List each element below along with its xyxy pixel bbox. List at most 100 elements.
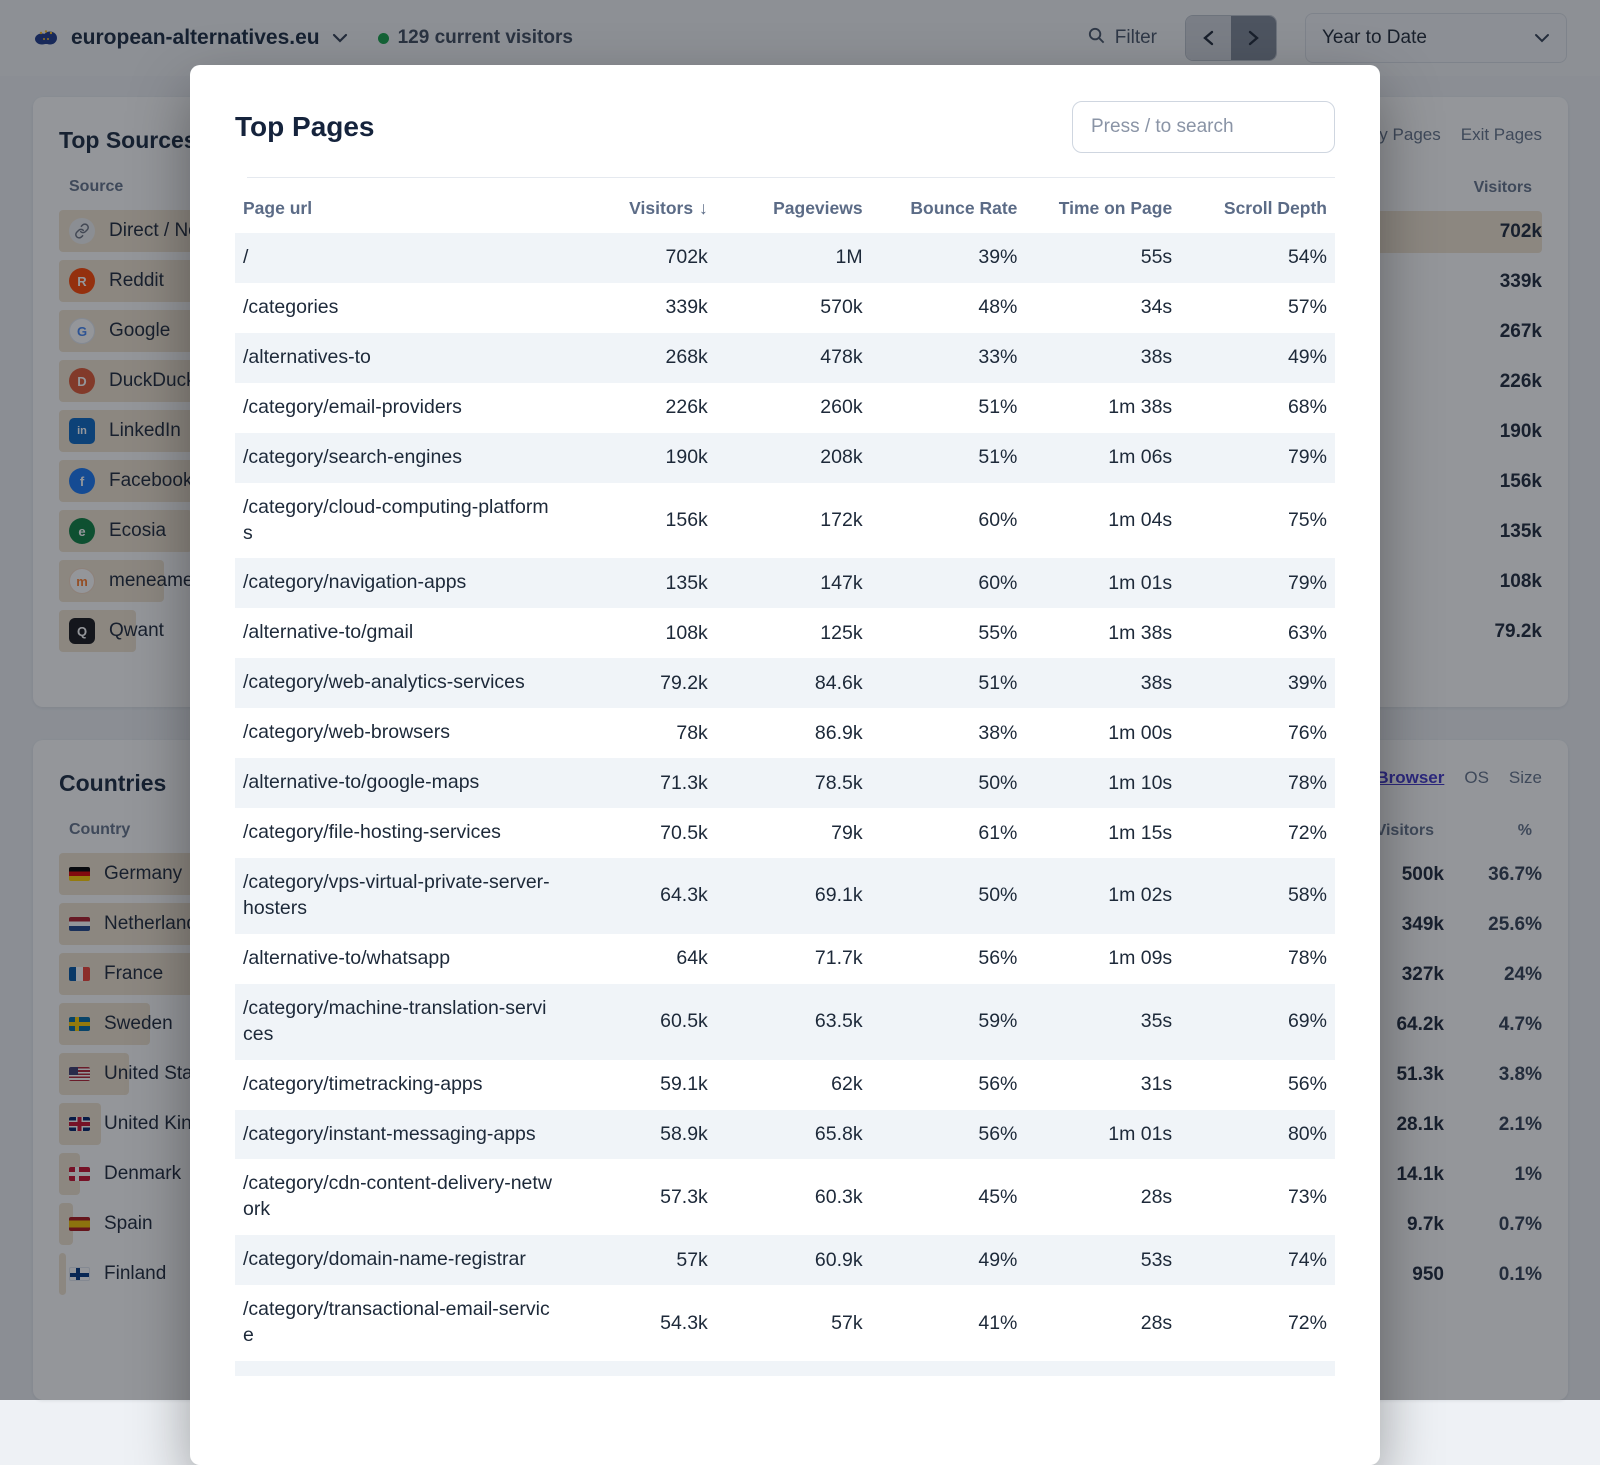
- page-url-link[interactable]: /alternative-to/google-maps: [243, 771, 480, 794]
- current-visitors[interactable]: 129 current visitors: [377, 27, 573, 49]
- filter-button[interactable]: Filter: [1087, 26, 1157, 51]
- visitors-value: 226k: [1499, 371, 1542, 392]
- pages-tab[interactable]: Exit Pages: [1460, 125, 1542, 144]
- col-page-url[interactable]: Page url: [243, 198, 313, 218]
- percent-column-label: %: [1517, 822, 1532, 839]
- page-url-link[interactable]: /category/web-analytics-services: [243, 671, 525, 694]
- card-title: Countries: [59, 770, 167, 796]
- source-icon: e: [69, 518, 95, 544]
- country-label: Denmark: [104, 1163, 182, 1184]
- source-row[interactable]: f Facebook: [59, 456, 759, 506]
- time-on-page-cell: 28s: [1140, 1311, 1173, 1334]
- percent-value: 2.1%: [1498, 1114, 1542, 1135]
- scroll-depth-cell: 73%: [1287, 1185, 1327, 1208]
- device-row[interactable]: 9.7k 0.7%: [826, 1200, 1542, 1250]
- table-row: /alternative-to/google-maps 71.3k 78.5k …: [235, 758, 1335, 809]
- col-visitors[interactable]: Visitors ↓: [629, 198, 708, 218]
- page-url-link[interactable]: /category/search-engines: [243, 445, 462, 468]
- page-url-link[interactable]: /alternatives-to: [243, 345, 371, 368]
- devices-tab[interactable]: Size: [1508, 768, 1542, 787]
- scroll-depth-cell: 57%: [1287, 296, 1327, 319]
- table-row: /category/navigation-apps 135k 147k 60% …: [235, 558, 1335, 609]
- time-on-page-cell: 1m 38s: [1108, 396, 1173, 419]
- pageviews-cell: 62k: [831, 1073, 863, 1096]
- page-url-link[interactable]: /category/cdn-content-delivery-network: [243, 1172, 552, 1221]
- page-url-link[interactable]: /category/navigation-apps: [243, 571, 467, 594]
- col-bounce-rate[interactable]: Bounce Rate: [910, 198, 1018, 218]
- pageviews-cell: 478k: [820, 346, 863, 369]
- devices-tab[interactable]: Browser: [1376, 768, 1445, 787]
- page-url-link[interactable]: /category/transactional-email-service: [243, 1298, 550, 1347]
- visitors-value: 500k: [1401, 864, 1444, 885]
- source-label: Google: [109, 320, 171, 341]
- country-row[interactable]: Finland: [59, 1249, 759, 1299]
- time-on-page-cell: 1m 01s: [1108, 571, 1173, 594]
- device-row[interactable]: 28.1k 2.1%: [826, 1100, 1542, 1150]
- visitors-cell: 71.3k: [660, 771, 708, 794]
- col-time-on-page[interactable]: Time on Page: [1058, 198, 1173, 218]
- device-row[interactable]: 14.1k 1%: [826, 1150, 1542, 1200]
- column-header: Country: [59, 821, 759, 839]
- visitors-value: 79.2k: [1494, 621, 1542, 642]
- page-url-link[interactable]: /category/email-providers: [243, 395, 462, 418]
- page-url-link[interactable]: /category/instant-messaging-apps: [243, 1122, 536, 1145]
- visitors-cell: 64k: [676, 947, 708, 970]
- device-row[interactable]: 327k 24%: [826, 950, 1542, 1000]
- country-row[interactable]: Spain: [59, 1199, 759, 1249]
- page-url-link[interactable]: /category/domain-name-registrar: [243, 1248, 526, 1271]
- country-flag-icon: [69, 1267, 90, 1281]
- device-row[interactable]: 950 0.1%: [826, 1250, 1542, 1300]
- next-row-partial: [235, 1361, 1335, 1377]
- pageviews-cell: 84.6k: [814, 671, 863, 694]
- visitors-value: 349k: [1401, 914, 1444, 935]
- prev-period-button[interactable]: [1186, 16, 1231, 60]
- modal-search-input[interactable]: [1072, 101, 1335, 153]
- page-url-link[interactable]: /category/cloud-computing-platforms: [243, 495, 549, 544]
- page-url-link[interactable]: /category/machine-translation-services: [243, 996, 547, 1045]
- page-url-link[interactable]: /alternative-to/gmail: [243, 621, 414, 644]
- scroll-depth-cell: 79%: [1287, 571, 1327, 594]
- device-row[interactable]: 51.3k 3.8%: [826, 1050, 1542, 1100]
- pageviews-cell: 1M: [835, 246, 863, 269]
- next-period-button[interactable]: [1231, 16, 1276, 60]
- visitors-cell: 156k: [665, 509, 708, 532]
- device-row[interactable]: 349k 25.6%: [826, 900, 1542, 950]
- scroll-depth-cell: 78%: [1287, 771, 1327, 794]
- col-pageviews[interactable]: Pageviews: [773, 198, 863, 218]
- current-visitors-label: 129 current visitors: [397, 27, 573, 48]
- source-row[interactable]: Q Qwant: [59, 606, 759, 656]
- bounce-rate-cell: 61%: [978, 821, 1018, 844]
- time-on-page-cell: 38s: [1140, 671, 1173, 694]
- page-url-link[interactable]: /category/web-browsers: [243, 721, 450, 744]
- date-range-select[interactable]: Year to Date: [1305, 13, 1567, 63]
- scroll-depth-cell: 74%: [1287, 1248, 1327, 1271]
- device-row[interactable]: 500k 36.7%: [826, 850, 1542, 900]
- source-icon: R: [69, 268, 95, 294]
- visitors-value: 135k: [1499, 521, 1542, 542]
- site-switcher[interactable]: european-alternatives.eu: [33, 26, 348, 51]
- time-on-page-cell: 55s: [1140, 246, 1173, 269]
- page-url-link[interactable]: /category/vps-virtual-private-server-hos…: [243, 870, 550, 919]
- source-row[interactable]: e Ecosia: [59, 506, 759, 556]
- pageviews-cell: 79k: [831, 821, 863, 844]
- source-icon: G: [69, 318, 95, 344]
- column-header: Visitors: [826, 179, 1542, 197]
- country-row[interactable]: Denmark: [59, 1149, 759, 1199]
- bounce-rate-cell: 56%: [978, 1073, 1018, 1096]
- country-row[interactable]: United States: [59, 1049, 759, 1099]
- source-icon: f: [69, 468, 95, 494]
- col-scroll-depth[interactable]: Scroll Depth: [1223, 198, 1327, 218]
- visitors-cell: 60.5k: [660, 1010, 708, 1033]
- device-row[interactable]: 64.2k 4.7%: [826, 1000, 1542, 1050]
- visitors-value: 28.1k: [1396, 1114, 1444, 1135]
- chevron-down-icon: [1534, 27, 1550, 49]
- page-url-link[interactable]: /categories: [243, 295, 339, 318]
- page-url-link[interactable]: /alternative-to/whatsapp: [243, 946, 451, 969]
- devices-tab[interactable]: OS: [1464, 768, 1489, 787]
- page-url-link[interactable]: /category/file-hosting-services: [243, 821, 501, 844]
- page-url-link[interactable]: /category/timetracking-apps: [243, 1072, 483, 1095]
- page-url-link[interactable]: /: [243, 246, 249, 268]
- country-row[interactable]: Sweden: [59, 999, 759, 1049]
- country-flag-icon: [69, 1017, 90, 1031]
- table-row: /category/vps-virtual-private-server-hos…: [235, 857, 1335, 934]
